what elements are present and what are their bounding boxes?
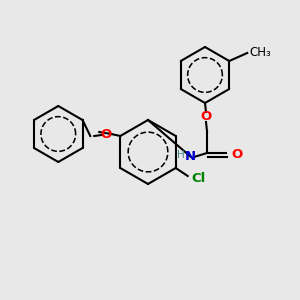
Text: Cl: Cl — [192, 172, 206, 184]
Text: O: O — [101, 128, 112, 140]
Text: N: N — [184, 149, 196, 163]
Text: O: O — [200, 110, 211, 124]
Text: CH₃: CH₃ — [249, 46, 271, 59]
Text: O: O — [231, 148, 242, 161]
Text: H: H — [177, 150, 185, 160]
